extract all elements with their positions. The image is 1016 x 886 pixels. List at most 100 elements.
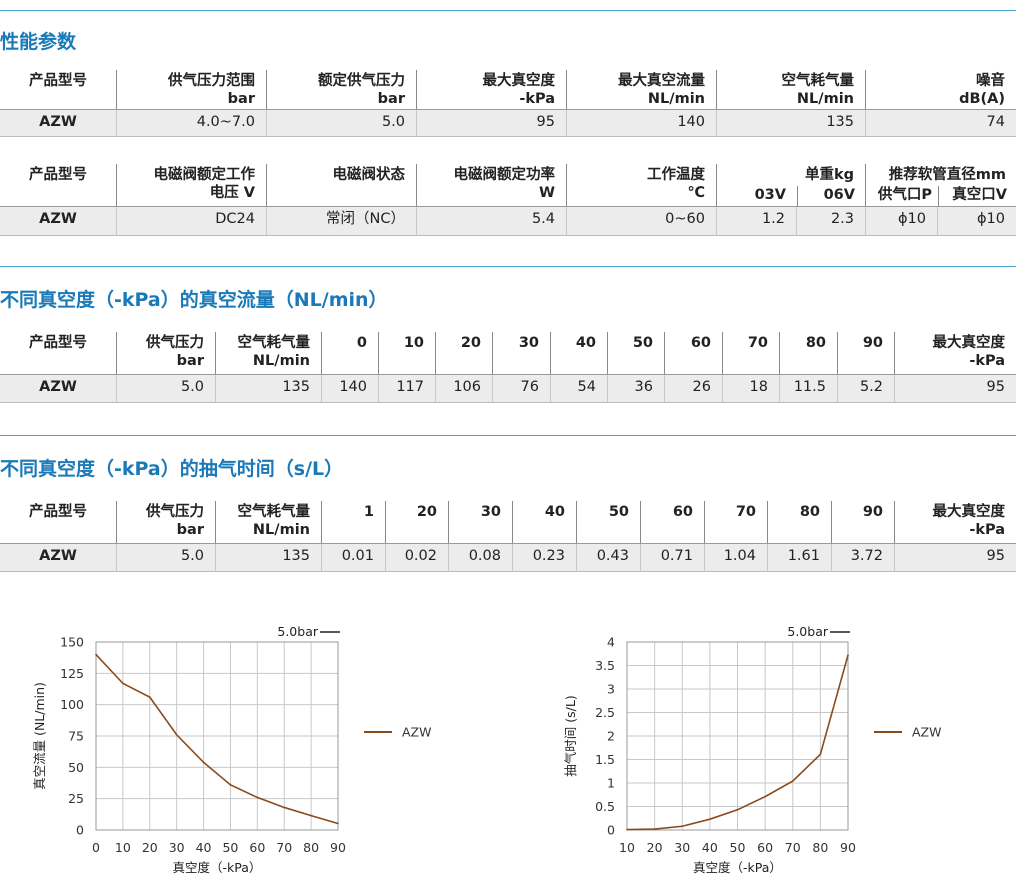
table-header: 产品型号 供气压力范围 bar 额定供气压力 bar 最大真空度 -kPa 最大真空流量 NL/… [0,70,1016,110]
header-unit: bar [227,91,255,107]
header-cell: 80 [779,332,837,374]
header-cell: 产品型号 [0,332,116,374]
header-label: 供气压力 [146,504,204,520]
series-line-azw [95,653,339,825]
header-label: 20 [416,504,437,520]
data-point [95,653,97,656]
header-unit: NL/min [647,91,705,107]
x-tick-label: 90 [840,840,856,855]
x-tick-label: 10 [115,840,131,855]
header-label: 70 [747,335,768,351]
value-cell: 2.3 [796,207,865,235]
pressure-label: 5.0bar [277,624,318,639]
data-point [283,806,286,809]
header-cell: 20 [385,501,448,543]
header-label: 60 [690,335,711,351]
value-cell: 0.02 [385,544,448,571]
x-tick-label: 60 [249,840,265,855]
value-cell: 4.0~7.0 [116,110,266,136]
header-label: 产品型号 [29,167,87,183]
data-point [122,682,124,685]
value-cell: 140 [321,375,378,402]
value-cell: 0.71 [640,544,704,571]
header-cell: 50 [576,501,640,543]
x-tick-label: 80 [812,840,828,855]
table-row: AZW 5.0 135 0.01 0.02 0.08 0.23 0.43 0.71 1.04 1.6… [0,544,1016,572]
header-cell: 60 [664,332,722,374]
header-label: 90 [862,504,883,520]
x-tick-label: 80 [303,840,319,855]
x-tick-label: 50 [730,840,746,855]
header-unit: NL/min [252,353,310,369]
value-cell: ϕ10 [937,207,1016,235]
model-cell: AZW [39,211,77,227]
y-tick-label: 2.5 [595,705,615,720]
x-tick-label: 30 [169,840,185,855]
table-header: 产品型号 供气压力 bar 空气耗气量 NL/min 1 20 30 40 50 60 70 80 90 最… [0,501,1016,544]
value-cell: 54 [550,375,607,402]
table-header: 产品型号 供气压力 bar 空气耗气量 NL/min 0 10 20 30 40 50 60 70 80 9… [0,332,1016,375]
value-cell: 135 [716,110,865,136]
header-label: 70 [735,504,756,520]
data-point [653,828,656,830]
plot-frame [626,641,849,831]
x-tick-label: 40 [702,840,718,855]
data-point [148,696,151,698]
table-row: AZW 4.0~7.0 5.0 95 140 135 74 [0,110,1016,137]
header-cell: 额定供气压力 bar [266,70,416,109]
section-divider [0,435,1016,436]
y-tick-label: 100 [60,697,84,712]
y-tick-label: 0 [607,823,615,838]
header-label: 90 [862,335,883,351]
hose-subheader: 供气口P [877,187,932,203]
weight-header-group: 单重kg 03V 06V [716,164,865,206]
x-tick-label: 0 [92,840,100,855]
header-label: 产品型号 [29,73,87,89]
header-label: 40 [575,335,596,351]
header-label: 20 [460,335,481,351]
header-label: 空气耗气量 [237,335,311,351]
header-unit: -kPa [969,353,1005,369]
data-point [175,733,178,736]
solenoid-table: 产品型号 电磁阀额定工作 电压 V 电磁阀状态 电磁阀额定功率 W 工作温度 ℃ 单重kg 03V… [0,164,1016,236]
header-label: 30 [518,335,539,351]
header-cell: 电磁阀额定工作 电压 V [116,164,266,206]
y-tick-label: 3.5 [595,658,615,673]
vacuum-flow-table: 产品型号 供气压力 bar 空气耗气量 NL/min 0 10 20 30 40 50 60 70 80 9… [0,332,1016,403]
header-label: 30 [480,504,501,520]
header-cell: 40 [512,501,576,543]
header-label: 40 [544,504,565,520]
header-unit: -kPa [519,91,555,107]
performance-table: 产品型号 供气压力范围 bar 额定供气压力 bar 最大真空度 -kPa 最大真空流量 NL/… [0,70,1016,137]
header-label: 10 [403,335,424,351]
header-label: 噪音 [976,73,1005,89]
table-row: AZW DC24 常闭（NC） 5.4 0~60 1.2 2.3 ϕ10 ϕ10 [0,207,1016,236]
y-tick-label: 150 [60,635,84,650]
header-unit: bar [176,353,204,369]
weight-subheader: 06V [797,186,866,206]
data-point [847,654,849,656]
header-label: 1 [363,504,374,520]
header-cell: 供气压力 bar [116,332,215,374]
header-cell: 空气耗气量 NL/min [215,501,321,543]
header-cell: 90 [837,332,894,374]
y-tick-label: 75 [68,729,84,744]
header-cell: 供气压力范围 bar [116,70,266,109]
header-label: 额定供气压力 [318,73,405,89]
header-label: 产品型号 [29,504,87,520]
x-tick-label: 20 [142,840,158,855]
header-cell: 空气耗气量 NL/min [716,70,865,109]
y-tick-label: 125 [60,666,84,681]
x-tick-label: 10 [619,840,635,855]
top-rule [0,10,1016,11]
hose-subheader: 真空口V [938,186,1016,206]
evacuation-time-chart: 10 20 30 40 50 60 70 80 90 0 0.5 1 1.5 2 2.5 3 3.5 4 AZW 5.… [563,624,941,875]
value-cell: 106 [435,375,492,402]
header-unit: ℃ [687,185,705,201]
x-tick-label: 70 [276,840,292,855]
y-tick-label: 25 [68,791,84,806]
value-cell: DC24 [116,207,266,235]
plot-frame [95,641,339,831]
data-point [791,780,794,782]
header-label: 空气耗气量 [781,73,855,89]
